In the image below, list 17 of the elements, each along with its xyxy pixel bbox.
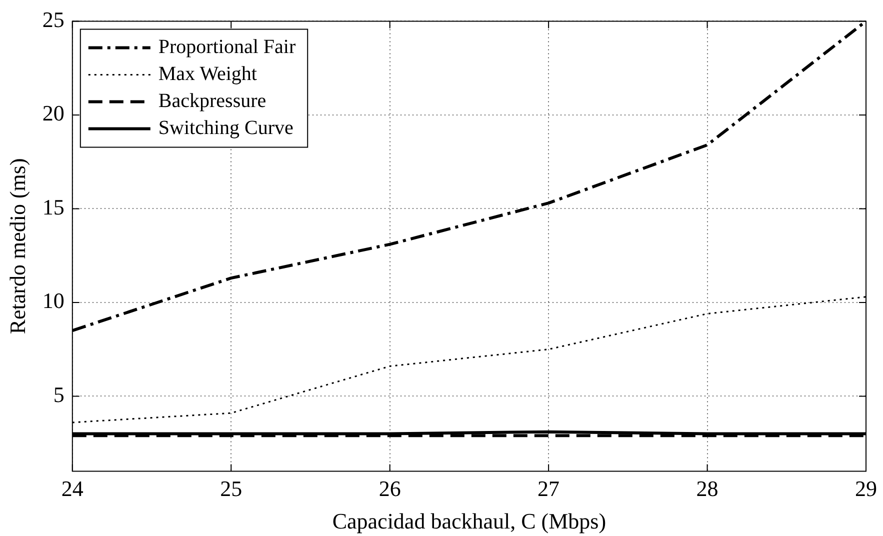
y-tick-label: 25 — [42, 6, 64, 32]
y-tick-label: 10 — [42, 288, 64, 314]
x-axis-title: Capacidad backhaul, C (Mbps) — [332, 508, 606, 534]
legend-label: Proportional Fair — [158, 36, 296, 58]
y-tick-label: 20 — [42, 100, 64, 126]
x-tick-label: 28 — [696, 476, 718, 502]
legend-label: Backpressure — [158, 90, 266, 112]
legend-label: Switching Curve — [158, 116, 294, 139]
x-tick-label: 26 — [378, 476, 401, 502]
x-tick-label: 27 — [538, 476, 560, 502]
x-tick-label: 24 — [61, 476, 84, 502]
y-tick-label: 5 — [53, 382, 64, 407]
x-tick-label: 29 — [855, 476, 877, 502]
legend-label: Max Weight — [158, 62, 258, 85]
x-tick-label: 25 — [220, 476, 242, 502]
y-axis-title: Retardo medio (ms) — [4, 158, 30, 334]
y-tick-label: 15 — [42, 194, 64, 220]
